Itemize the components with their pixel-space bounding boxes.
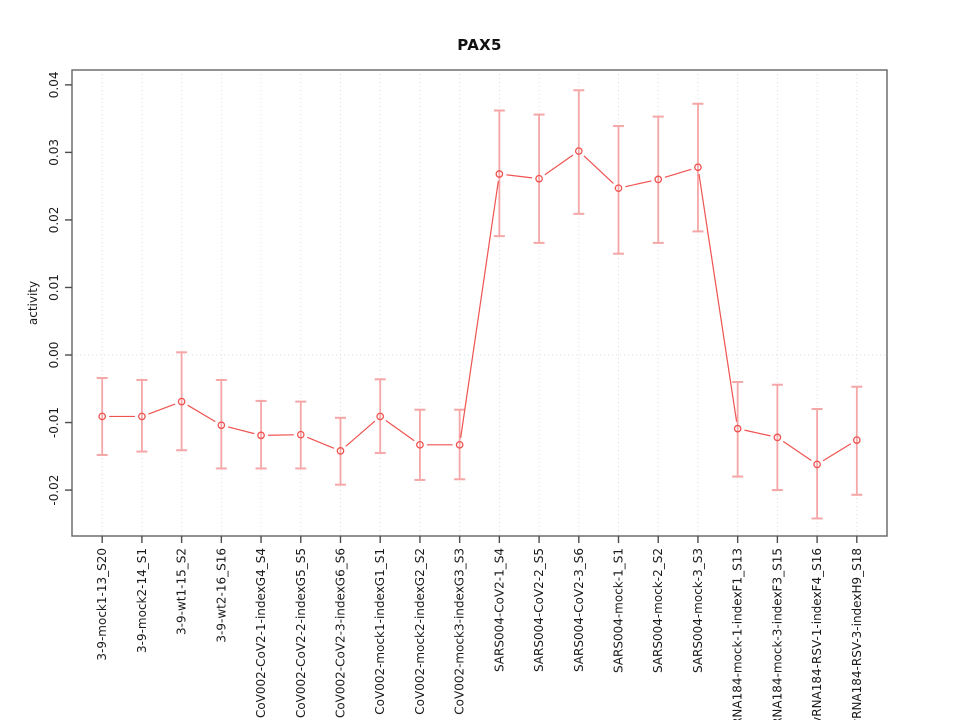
x-tick-label: SARS004-mock-1_S1: [612, 548, 626, 673]
data-point: [733, 424, 742, 433]
data-point: [813, 460, 821, 469]
x-tick-label: CoV002-CoV2-1-indexG4_S4: [254, 548, 268, 718]
x-tick-label: svRNA184-RSV-1-indexF4_S16: [810, 548, 824, 720]
data-point: [852, 436, 861, 444]
x-tick-label: CoV002-CoV2-3-indexG6_S6: [333, 548, 347, 718]
axis-box: [71, 69, 888, 537]
data-point: [614, 184, 623, 193]
data-point: [773, 433, 782, 442]
x-tick-label: SARS004-mock-3_S3: [691, 548, 705, 673]
data-point: [654, 175, 663, 184]
x-tick-label: SARS004-CoV2-3_S6: [572, 548, 586, 672]
data-point: [98, 412, 107, 421]
y-axis: -0.02 -0.01 0.00 0.01 0.02 0.03 0.04: [47, 71, 72, 506]
y-tick-label: 0.03: [47, 139, 61, 166]
y-tick-label: 0.04: [47, 71, 61, 98]
x-tick-label: 3-9-wt1-15_S2: [175, 548, 189, 635]
x-tick-label: CoV002-mock1-indexG1_S1: [373, 548, 387, 715]
x-tick-label: svRNA184-mock-3-indexF3_S15: [770, 548, 784, 720]
data-point: [495, 170, 504, 178]
series-line: [109, 154, 852, 462]
x-tick-label: 3-9-wt2-16_S16: [214, 548, 228, 643]
data-points: [98, 147, 861, 469]
y-tick-label: 0.02: [47, 207, 61, 234]
data-point: [376, 412, 385, 421]
grid-layer: [72, 70, 887, 536]
y-tick-label: 0.00: [47, 342, 61, 369]
data-point: [574, 147, 583, 155]
data-point: [336, 447, 345, 455]
x-tick-label: SARS004-CoV2-2_S5: [532, 548, 546, 672]
x-tick-label: 3-9-mock1-13_S20: [95, 548, 109, 661]
y-tick-label: -0.01: [47, 407, 61, 438]
x-tick-label: CoV002-mock2-indexG2_S2: [413, 548, 427, 715]
data-point: [535, 174, 543, 183]
data-point: [694, 163, 702, 172]
data-point: [416, 440, 424, 449]
x-tick-label: SARS004-CoV2-1_S4: [492, 548, 506, 672]
x-tick-label: SARS004-mock-2_S2: [651, 548, 665, 673]
data-point: [257, 431, 265, 440]
data-point: [177, 397, 186, 406]
x-tick-label: svRNA184-RSV-3-indexH9_S18: [850, 548, 864, 720]
x-tick-label: CoV002-mock3-indexG3_S3: [453, 548, 467, 715]
x-tick-label: svRNA184-mock-1-indexF1_S13: [731, 548, 745, 720]
errorbars-layer: [96, 89, 863, 520]
y-tick-label: -0.02: [47, 475, 61, 506]
x-axis: 3-9-mock1-13_S20 3-9-mock2-14_S1 3-9-wt1-1…: [95, 536, 864, 720]
data-point: [296, 430, 305, 439]
y-tick-label: 0.01: [47, 274, 61, 301]
chart-title: PAX5: [457, 36, 502, 54]
data-point: [217, 421, 226, 430]
x-tick-label: CoV002-CoV2-2-indexG5_S5: [294, 548, 308, 718]
data-point: [138, 412, 146, 421]
data-point: [455, 440, 464, 449]
x-tick-label: 3-9-mock2-14_S1: [135, 548, 149, 653]
